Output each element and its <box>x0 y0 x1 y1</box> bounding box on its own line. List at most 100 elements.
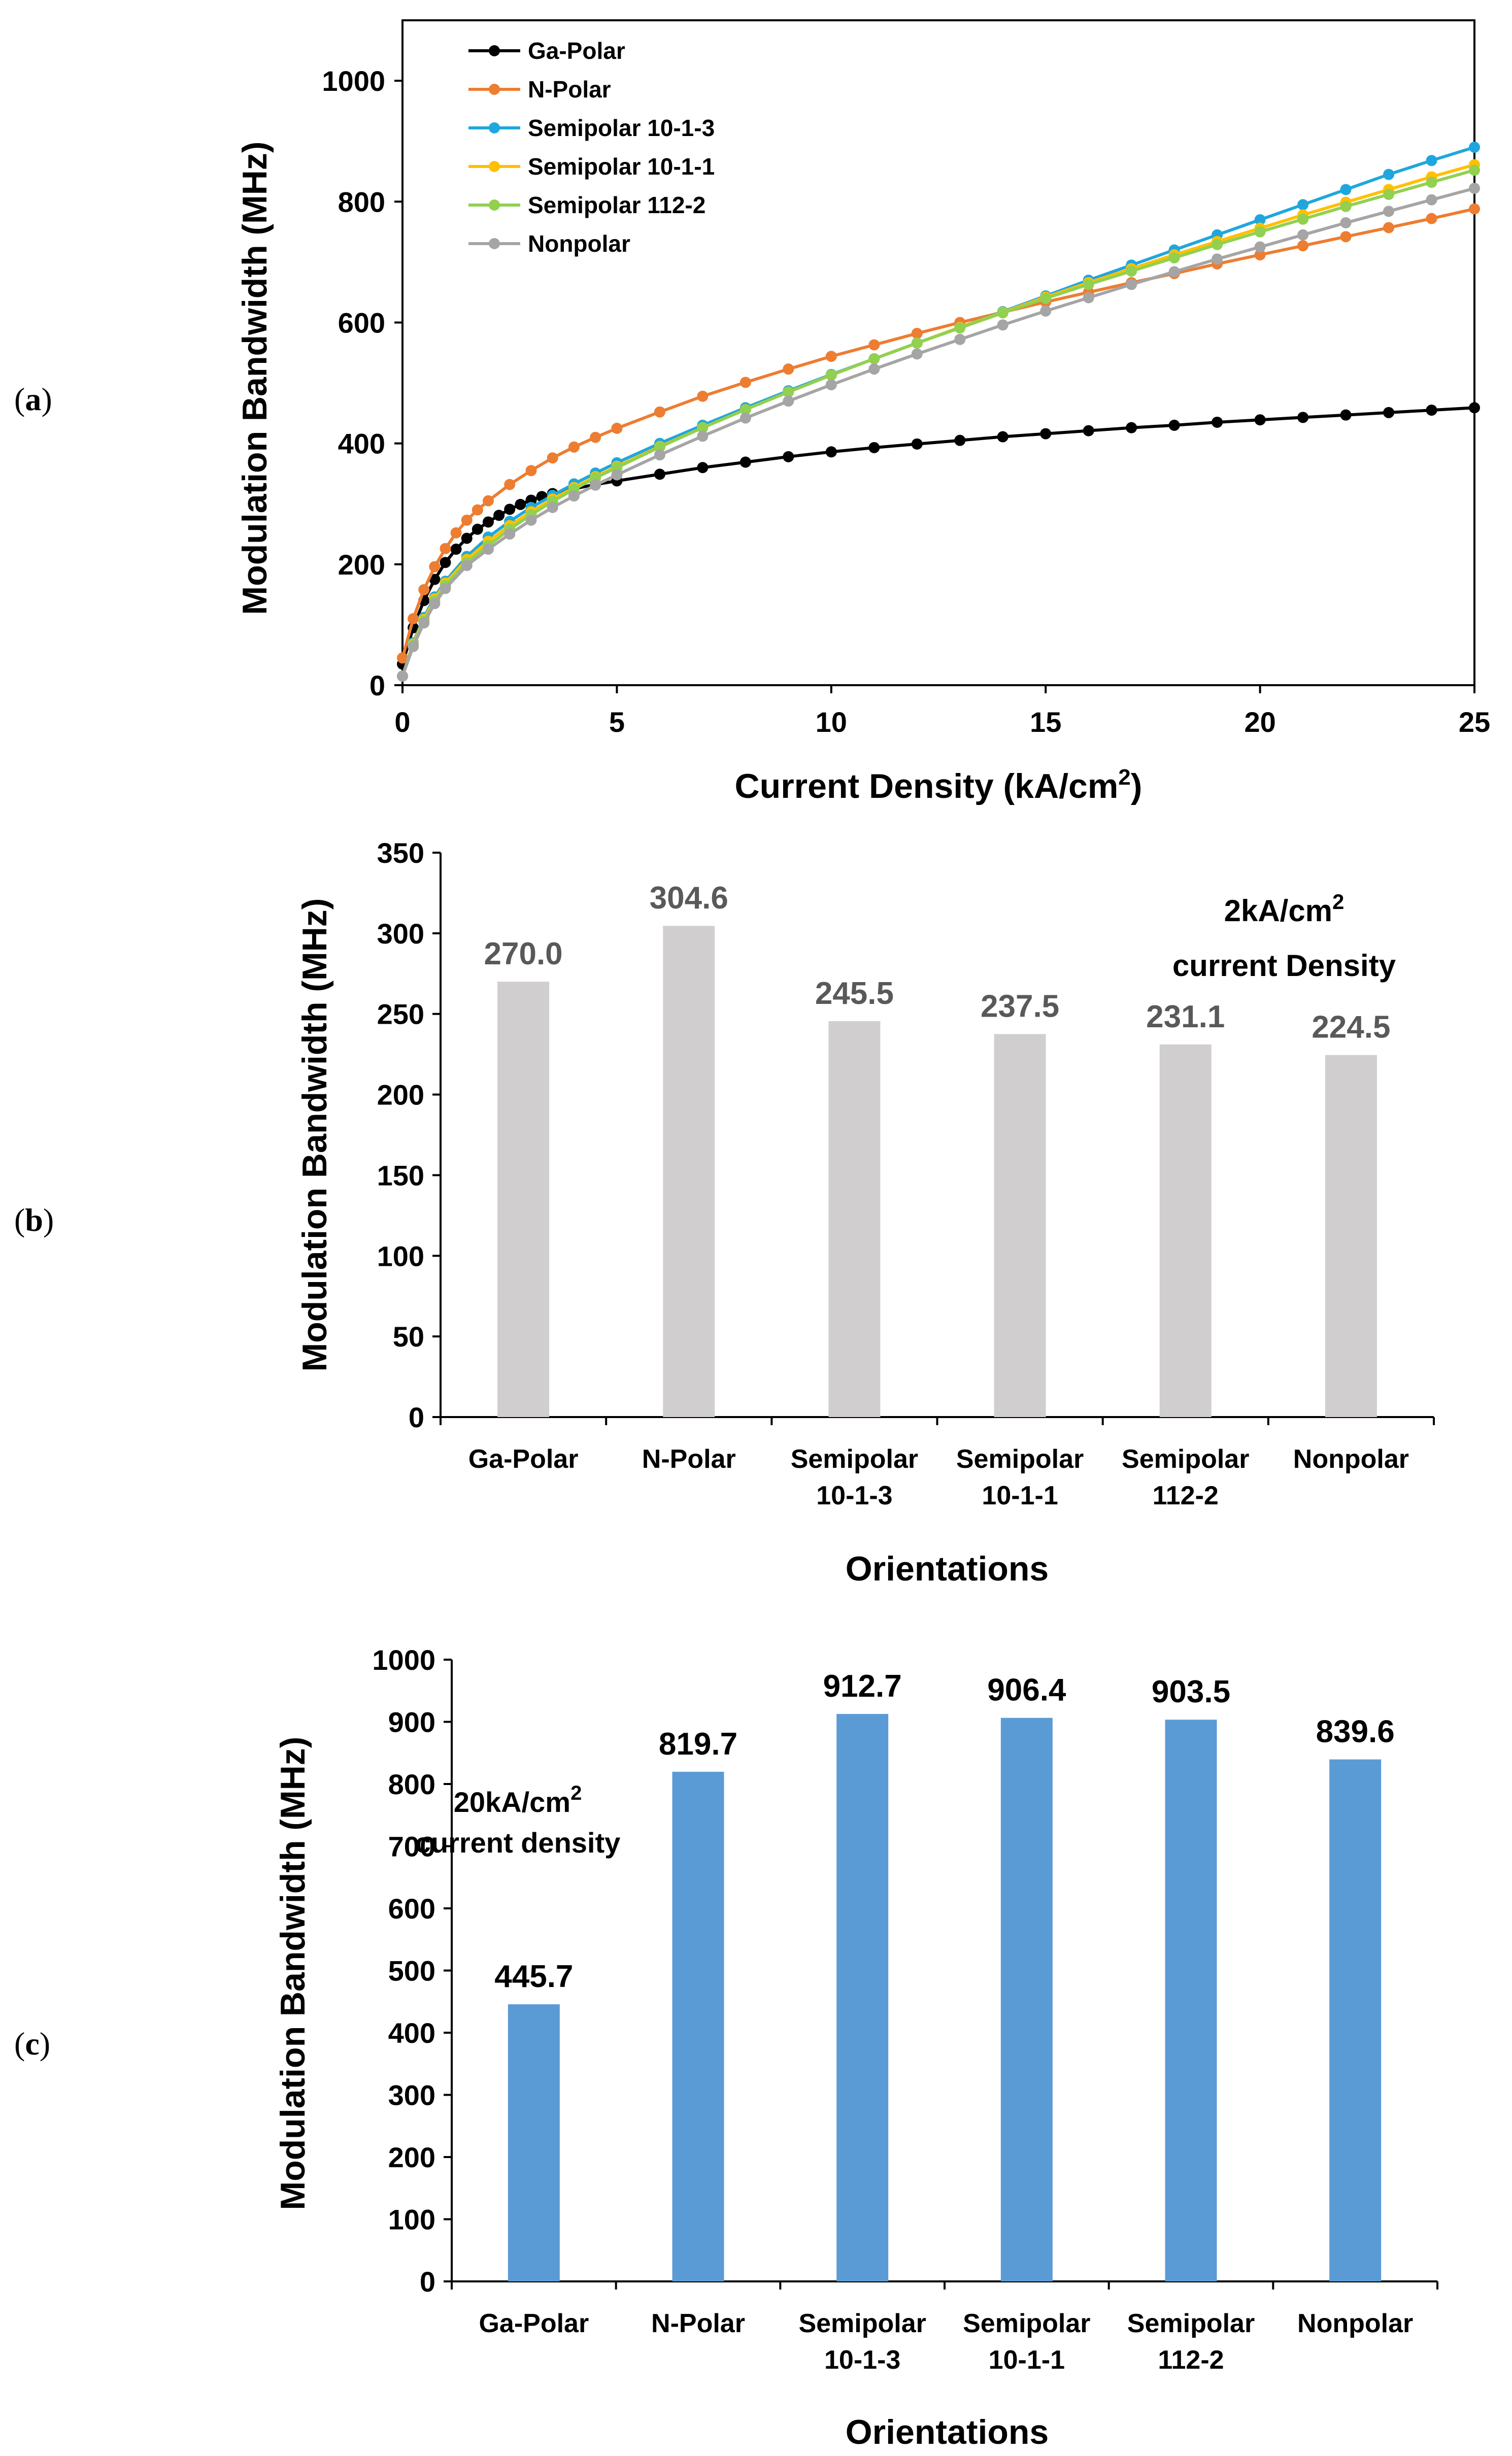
panel-a-data-point <box>1340 409 1352 421</box>
panel-a-data-point <box>429 561 441 573</box>
panel-a-data-point <box>1426 194 1437 206</box>
panel-c-axes: 0 100 200 300 400 500 600 700 800 900 1000 <box>372 1644 1438 2298</box>
panel-a-data-point <box>1083 425 1094 436</box>
panel-c-y-tick-label: 800 <box>388 1768 435 1800</box>
panel-a-series-n-polar <box>397 203 1480 664</box>
panel-a-data-point <box>568 490 580 502</box>
panel-a-data-point <box>440 543 451 554</box>
panel-a-data-point <box>1340 217 1352 228</box>
panel-a-data-point <box>429 598 441 610</box>
panel-a-x-tick-label: 5 <box>609 706 625 738</box>
panel-b-bar <box>497 982 550 1417</box>
panel-c-y-tick-label: 900 <box>388 1706 435 1738</box>
panel-a-data-point <box>1040 305 1052 317</box>
panel-a-data-point <box>1212 239 1223 250</box>
panel-c-category-label: Ga-Polar <box>479 2309 589 2338</box>
panel-a-data-point <box>611 422 623 434</box>
panel-a-legend-marker <box>489 238 500 249</box>
panel-c-data-label: 839.6 <box>1316 1714 1395 1749</box>
panel-a-data-point <box>504 528 516 540</box>
panel-a-data-point <box>504 479 516 490</box>
panel-a-x-axis-title: Current Density (kA/cm2) <box>735 765 1143 805</box>
panel-c-bar <box>1165 1720 1217 2281</box>
panel-a-data-point <box>654 406 665 418</box>
panel-a-data-point <box>408 641 419 652</box>
panel-a-data-point <box>472 523 483 535</box>
panel-a-data-point <box>1340 184 1352 195</box>
panel-a-data-point <box>472 504 483 516</box>
panel-a-data-point <box>868 442 880 453</box>
panel-c-y-tick-label: 0 <box>420 2266 435 2298</box>
panel-a-y-axis-title: Modulation Bandwidth (MHz) <box>236 142 274 615</box>
panel-a-data-point <box>1254 241 1266 253</box>
panel-c-data-label: 819.7 <box>659 1727 737 1762</box>
panel-a-data-point <box>954 322 966 334</box>
panel-a-legend-marker <box>489 122 500 133</box>
panel-a-legend-label: Semipolar 10-1-1 <box>528 153 715 180</box>
panel-a-data-point <box>1212 253 1223 265</box>
panel-b-y-axis-title: Modulation Bandwidth (MHz) <box>295 898 334 1372</box>
panel-c-y-tick-label: 1000 <box>372 1644 435 1676</box>
panel-a-data-point <box>911 337 923 349</box>
panel-b-bars: 270.0 Ga-Polar 304.6 N-Polar 245.5 Semipolar 1… <box>468 881 1409 1510</box>
panel-a-series-ga-polar <box>397 402 1480 670</box>
panel-c-category-label: Semipolar <box>963 2309 1090 2338</box>
panel-a-data-point <box>697 430 709 442</box>
panel-a-data-point <box>1254 226 1266 238</box>
panel-a-x-tick-label: 20 <box>1244 706 1275 738</box>
panel-a-data-point <box>654 441 665 453</box>
panel-a-legend-label: Semipolar 10-1-3 <box>528 115 715 141</box>
panel-a-data-point <box>1254 214 1266 225</box>
panel-a-data-point <box>654 468 665 480</box>
panel-c-y-axis-title: Modulation Bandwidth (MHz) <box>274 1737 312 2210</box>
panel-a-data-point <box>590 431 601 443</box>
panel-a-data-point <box>697 422 709 433</box>
panel-c-category-label: 112-2 <box>1158 2345 1224 2375</box>
panel-c-bar <box>836 1713 889 2281</box>
panel-c-bar <box>672 1771 724 2281</box>
panel-b-bar-chart: (b) 0 50 100 150 200 250 300 350 270.0 Ga-Polar 3… <box>14 837 1435 1588</box>
panel-a-data-point <box>825 379 837 391</box>
panel-a-data-point <box>1168 419 1180 431</box>
panel-a-legend-marker <box>489 199 500 211</box>
panel-a-series-line <box>401 187 1475 677</box>
panel-a-data-point <box>1254 249 1266 261</box>
panel-c-y-tick-label: 200 <box>388 2141 435 2173</box>
panel-a-data-point <box>590 479 601 491</box>
panel-a-data-point <box>740 456 751 468</box>
panel-b-x-axis-title: Orientations <box>846 1550 1049 1588</box>
panel-a-data-point <box>482 544 494 555</box>
panel-c-category-label: 10-1-3 <box>824 2345 900 2375</box>
panel-a-data-point <box>493 510 505 521</box>
panel-a-series-line <box>401 146 1475 677</box>
panel-c-y-tick-label: 400 <box>388 2017 435 2049</box>
panel-a-data-point <box>825 369 837 381</box>
panel-a-data-point <box>911 438 923 450</box>
panel-a-data-point <box>440 583 451 594</box>
panel-a-data-point <box>408 613 419 624</box>
panel-a-legend-marker <box>489 161 500 172</box>
panel-a-data-point <box>1469 142 1480 153</box>
panel-a-legend: Ga-Polar N-Polar Semipolar 10-1-3 Semipolar… <box>468 38 715 257</box>
panel-a-data-point <box>440 557 451 568</box>
panel-a-data-point <box>783 395 794 407</box>
panel-a-data-point <box>1469 203 1480 215</box>
panel-a-data-point <box>450 527 462 539</box>
panel-a-data-point <box>397 670 408 682</box>
panel-b-category-label: 112-2 <box>1153 1481 1219 1510</box>
panel-c-data-label: 903.5 <box>1152 1674 1230 1709</box>
panel-a-data-point <box>1297 199 1309 211</box>
panel-a-data-point <box>461 532 473 544</box>
panel-a-series-semipolar-10-1-3 <box>397 142 1480 682</box>
panel-c-annotation-line1: 20kA/cm2 <box>454 1782 582 1818</box>
panel-a-plot-frame <box>401 19 1475 686</box>
panel-a-data-point <box>482 495 494 507</box>
panel-a-data-point <box>611 469 623 481</box>
panel-a-data-point <box>418 617 430 629</box>
panel-a-data-point <box>997 319 1009 331</box>
panel-b-y-tick-label: 100 <box>377 1240 424 1272</box>
panel-c-bar <box>1329 1759 1382 2281</box>
panel-a-data-point <box>461 514 473 526</box>
panel-b-category-label: 10-1-3 <box>816 1481 892 1510</box>
